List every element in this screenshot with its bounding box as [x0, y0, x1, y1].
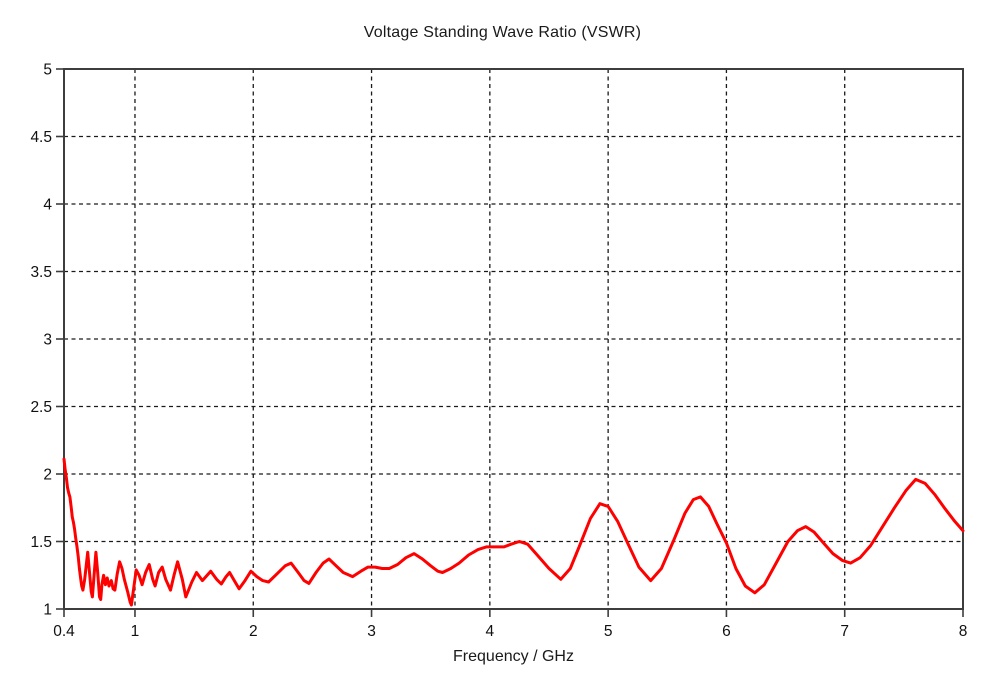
plot-border — [63, 68, 964, 610]
x-tick-label: 2 — [249, 623, 258, 640]
y-tick-label: 5 — [43, 62, 52, 79]
x-tick-label: 4 — [486, 623, 495, 640]
y-tick-label: 1.5 — [30, 534, 52, 551]
x-tick-label: 0.4 — [53, 623, 75, 640]
y-tick-label: 2 — [43, 467, 52, 484]
x-tick-label: 3 — [367, 623, 376, 640]
chart-title: Voltage Standing Wave Ratio (VSWR) — [363, 24, 642, 41]
vswr-curve — [62, 457, 965, 607]
x-tick-label: 1 — [131, 623, 140, 640]
x-tick-label: 8 — [959, 623, 968, 640]
y-tick-label: 2.5 — [30, 399, 52, 416]
y-tick-label: 1 — [43, 602, 52, 619]
x-tick-label: 7 — [840, 623, 849, 640]
x-tick-label: 5 — [604, 623, 613, 640]
y-tick-label: 3.5 — [30, 264, 52, 281]
x-axis-label: Frequency / GHz — [453, 648, 574, 665]
y-tick-label: 3 — [43, 332, 52, 349]
x-tick-label: 6 — [722, 623, 731, 640]
y-tick-label: 4.5 — [30, 129, 52, 146]
y-tick-label: 4 — [43, 197, 52, 214]
